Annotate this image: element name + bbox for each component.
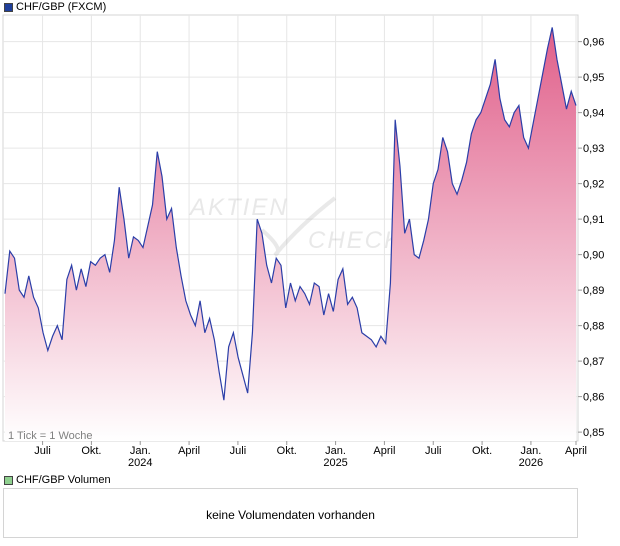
- y-tick-label: 0,85: [583, 427, 604, 439]
- y-tick-label: 0,88: [583, 321, 604, 333]
- y-tick-label: 0,90: [583, 250, 604, 262]
- volume-legend: CHF/GBP Volumen: [4, 473, 111, 487]
- volume-legend-label: CHF/GBP Volumen: [16, 474, 111, 486]
- tick-note: 1 Tick = 1 Woche: [8, 430, 92, 442]
- watermark-line1: AKTIEN: [188, 194, 289, 221]
- x-tick-label: Juli: [425, 445, 442, 457]
- y-tick-label: 0,86: [583, 392, 604, 404]
- price-chart: AKTIEN CHECK 0,85 0,86 0,87 0,88 0,89 0,90 0,9…: [2, 14, 604, 469]
- y-tick-label: 0,91: [583, 214, 604, 226]
- x-tick-label: Juli: [34, 445, 51, 457]
- x-tick-label: April: [373, 445, 395, 457]
- y-tick-label: 0,92: [583, 179, 604, 191]
- x-year-label: 2025: [323, 457, 347, 469]
- volume-legend-swatch: [4, 475, 13, 485]
- watermark-check-icon: [260, 196, 337, 257]
- x-tick-label: April: [565, 445, 587, 457]
- x-year-label: 2026: [519, 457, 543, 469]
- x-tick-label: Juli: [230, 445, 247, 457]
- price-legend-label: CHF/GBP (FXCM): [16, 1, 107, 13]
- x-tick-label: April: [178, 445, 200, 457]
- x-tick-label: Okt.: [277, 445, 297, 457]
- volume-panel: keine Volumendaten vorhanden: [3, 488, 578, 538]
- x-tick-label: Okt.: [81, 445, 101, 457]
- y-tick-label: 0,93: [583, 143, 604, 155]
- price-legend: CHF/GBP (FXCM): [4, 0, 106, 14]
- watermark: AKTIEN CHECK: [188, 194, 402, 257]
- watermark-line2: CHECK: [308, 227, 402, 254]
- y-axis: 0,85 0,86 0,87 0,88 0,89 0,90 0,91 0,92 0,93 0,94…: [578, 37, 604, 439]
- price-legend-swatch: [4, 2, 13, 12]
- price-area: [5, 27, 576, 442]
- y-tick-label: 0,89: [583, 285, 604, 297]
- y-tick-label: 0,95: [583, 72, 604, 84]
- x-year-label: 2024: [128, 457, 152, 469]
- y-tick-label: 0,96: [583, 37, 604, 49]
- volume-empty-message: keine Volumendaten vorhanden: [206, 508, 375, 522]
- x-tick-label: Okt.: [472, 445, 492, 457]
- price-line: [4, 27, 577, 401]
- y-tick-label: 0,94: [583, 108, 604, 120]
- x-tick-label: Jan.: [130, 445, 151, 457]
- x-tick-label: Jan.: [325, 445, 346, 457]
- x-tick-label: Jan.: [521, 445, 542, 457]
- y-tick-label: 0,87: [583, 356, 604, 368]
